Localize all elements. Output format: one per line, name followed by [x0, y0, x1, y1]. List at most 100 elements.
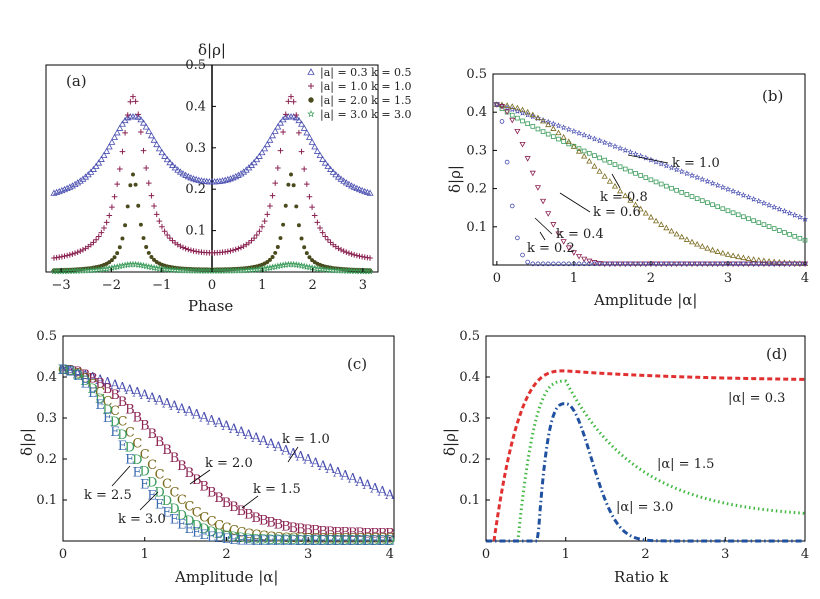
panel-c-point: D — [184, 514, 194, 529]
panel-b-point — [627, 197, 634, 203]
panel-a-point — [240, 168, 248, 175]
panel-c-point: B — [311, 524, 321, 539]
panel-d-series-line — [486, 369, 806, 543]
b-ytick-label: 0.2 — [466, 182, 487, 197]
panel-c-point: E — [341, 534, 351, 549]
panel-a-point — [227, 248, 234, 254]
panel-b-point — [653, 261, 659, 267]
panel-d-marks — [486, 369, 806, 543]
panel-c-point: E — [58, 363, 68, 378]
panel-c-point: A — [94, 373, 105, 388]
panel-b-point — [545, 211, 552, 217]
panel-c-point: E — [73, 369, 83, 384]
panel-b-point — [519, 141, 526, 148]
panel-c-point: C — [333, 532, 343, 547]
panel-c-point: D — [266, 533, 276, 548]
panel-c-point: D — [362, 533, 372, 548]
panel-a-point — [319, 155, 327, 162]
panel-a-point — [250, 158, 258, 166]
panel-b-point — [782, 230, 787, 235]
panel-b-point — [550, 120, 557, 127]
panel-a-point — [295, 116, 303, 124]
panel-a-point — [105, 264, 113, 272]
panel-b-point — [592, 153, 597, 158]
panel-b-point — [575, 129, 583, 136]
panel-b-point — [586, 133, 593, 140]
panel-b-point — [688, 238, 696, 245]
panel-c-point: C — [199, 510, 209, 525]
panel-c-ylabel: δ|ρ| — [18, 428, 36, 456]
panel-c-point: A — [87, 371, 98, 386]
panel-a-point — [95, 265, 103, 273]
panel-a-point — [61, 253, 68, 259]
panel-c-point: D — [288, 533, 298, 548]
a-xtick-label: 0 — [208, 278, 216, 293]
panel-a-point — [317, 225, 323, 231]
panel-c-point: A — [57, 363, 68, 378]
a-ytick-label: 0.2 — [185, 182, 206, 197]
c-xtick-label: 3 — [304, 547, 312, 562]
panel-a-point — [237, 170, 245, 177]
panel-a-point — [277, 147, 284, 154]
d-xtick-label: 2 — [641, 547, 649, 562]
panel-c-point: E — [363, 534, 373, 549]
panel-c-point: A — [102, 375, 113, 390]
panel-b-annotation: k = 1.0 — [672, 156, 720, 171]
panel-c-point: A — [340, 468, 351, 483]
panel-a-point — [121, 261, 129, 269]
panel-b-point — [545, 121, 552, 128]
panel-a-point — [282, 111, 289, 118]
panel-c-annotation: k = 2.5 — [84, 488, 132, 503]
panel-b-point — [520, 118, 525, 124]
panel-c-point: E — [303, 534, 313, 549]
panel-a-point — [293, 112, 300, 118]
a-xtick-label: 1 — [258, 278, 266, 293]
panel-c-point: A — [332, 465, 343, 480]
panel-b-point — [643, 261, 649, 267]
panel-c-point: B — [266, 516, 276, 531]
panel-b-point — [597, 155, 602, 161]
panel-c-point: A — [228, 422, 239, 437]
panel-b-annotation: k = 0.4 — [556, 227, 604, 242]
panel-b-point — [802, 237, 808, 243]
b-xtick-label: 4 — [801, 271, 809, 286]
panel-c-point: E — [385, 534, 395, 549]
panel-a-point — [279, 261, 287, 269]
panel-a-point — [273, 250, 278, 255]
panel-b-point — [622, 146, 629, 153]
panel-b-point — [679, 261, 685, 267]
panel-b-point — [782, 261, 787, 267]
panel-a-point — [113, 129, 121, 136]
panel-c-point: C — [147, 458, 157, 473]
panel-a-point — [156, 218, 163, 224]
panel-b-point — [498, 104, 506, 110]
panel-a-point — [259, 223, 265, 230]
panel-a-point — [348, 182, 356, 189]
panel-a-point — [272, 180, 279, 186]
panel-c-point: D — [125, 440, 135, 455]
panel-b-point — [581, 148, 587, 154]
panel-a-point — [97, 265, 105, 273]
panel-b-point — [534, 114, 542, 121]
panel-b-point — [565, 138, 572, 145]
panel-c-point: E — [318, 534, 328, 549]
panel-a-point — [303, 129, 311, 136]
panel-b-point — [705, 261, 710, 267]
panel-a-point — [124, 261, 132, 268]
panel-b-point — [710, 202, 715, 208]
panel-c-point: B — [110, 388, 120, 403]
panel-a-point — [324, 162, 332, 169]
panel-b-point — [761, 261, 767, 267]
panel-b-point — [694, 174, 701, 181]
panel-b-point — [643, 175, 649, 180]
panel-b-point — [652, 217, 660, 224]
panel-b-point — [760, 257, 767, 264]
panel-b-point — [514, 107, 521, 114]
panel-a-point — [115, 251, 120, 256]
panel-a-point — [232, 172, 240, 180]
panel-c-point: D — [206, 525, 216, 540]
panel-c-point: D — [333, 533, 343, 548]
panel-a-point — [321, 159, 329, 166]
